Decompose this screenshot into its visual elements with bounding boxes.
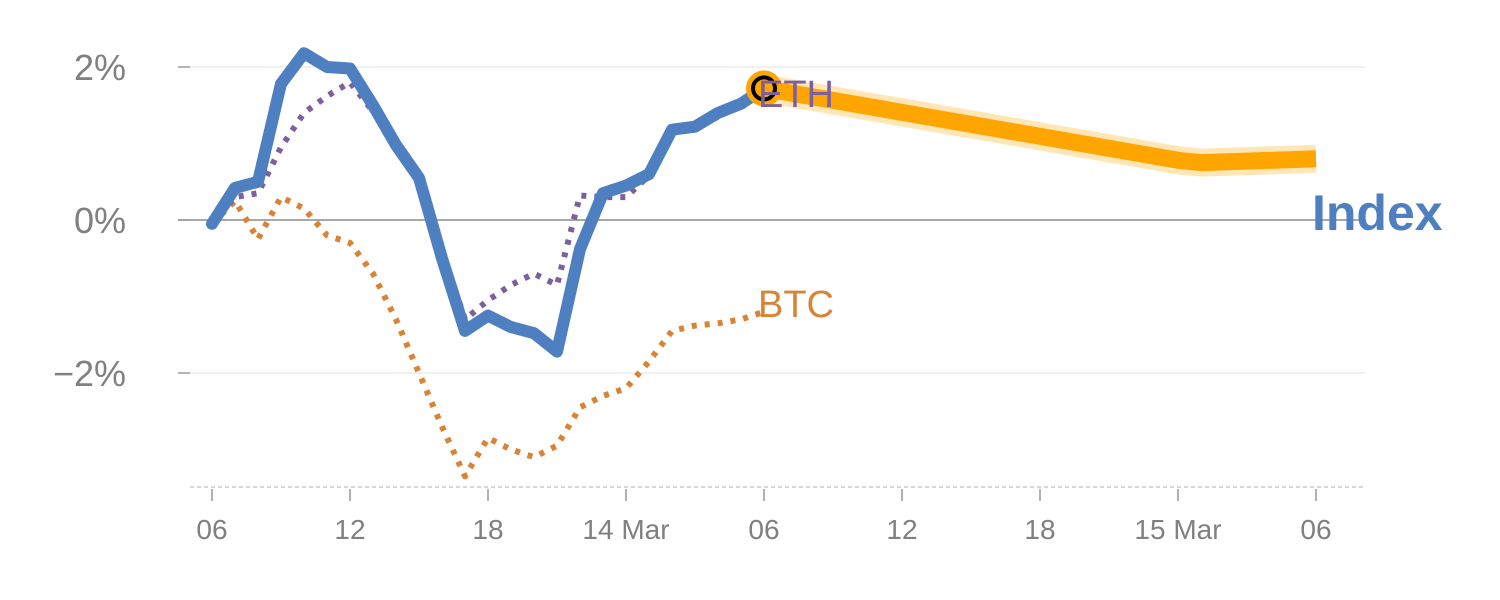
x-tick-labels: 06 12 18 14 Mar 06 12 18 15 Mar 06 [196,514,1331,545]
y-tick-label: −2% [53,353,126,394]
y-tick-label: 0% [74,200,126,241]
series-line-btc [209,194,765,480]
marker-group [746,70,782,107]
x-tick-label: 18 [1024,514,1055,545]
series-label-eth: ETH [758,74,834,116]
x-tick-label: 12 [886,514,917,545]
y-tick-labels: 2% 0% −2% [53,47,126,394]
series-label-index: Index [1312,185,1443,241]
series-label-btc: BTC [758,284,834,326]
x-tick-label: 06 [1300,514,1331,545]
series-line-index [206,47,770,358]
x-tick-label: 12 [334,514,365,545]
x-tick-label: 14 Mar [582,514,669,545]
x-tick-label: 06 [196,514,227,545]
x-tick-label: 15 Mar [1134,514,1221,545]
series-lines [206,47,1317,480]
current-point-marker [751,75,777,102]
series-labels: Index ETH BTC [758,74,1443,326]
x-tick-label: 18 [472,514,503,545]
y-tick-marks [178,66,190,374]
forecast-band [762,80,1317,172]
gridlines [190,66,1365,374]
x-tick-label: 06 [748,514,779,545]
x-tick-marks [211,489,1317,501]
y-tick-label: 2% [74,47,126,88]
series-line-eth [209,79,766,323]
